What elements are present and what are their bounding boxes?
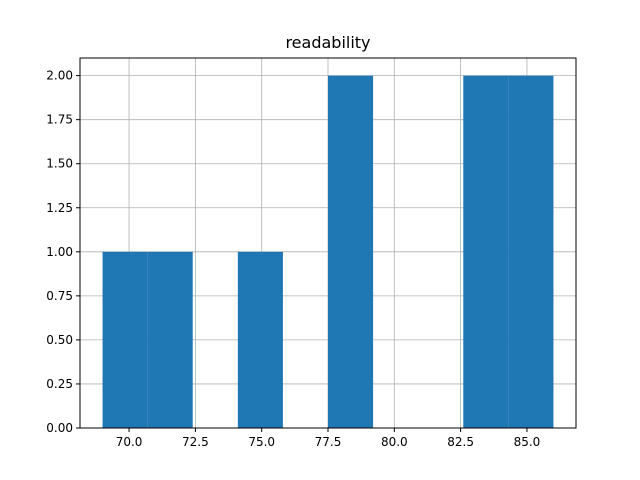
x-axis-ticks: 70.0 72.5 75.0 77.5 80.0 82.5 85.0 <box>116 428 541 449</box>
histogram-bars <box>102 75 554 428</box>
y-tick-label: 0.50 <box>46 333 73 347</box>
histogram-bar <box>328 75 374 428</box>
y-tick-label: 1.00 <box>46 245 73 259</box>
histogram-bar <box>237 251 283 428</box>
y-tick-label: 0.75 <box>46 289 73 303</box>
y-tick-label: 1.25 <box>46 201 73 215</box>
y-tick-label: 2.00 <box>46 69 73 83</box>
x-tick-label: 77.5 <box>315 435 342 449</box>
histogram-bar <box>102 251 148 428</box>
histogram-bar <box>147 251 193 428</box>
x-tick-label: 72.5 <box>182 435 209 449</box>
histogram-bar <box>463 75 509 428</box>
y-tick-label: 0.25 <box>46 377 73 391</box>
x-tick-label: 75.0 <box>248 435 275 449</box>
chart-title: readability <box>285 33 370 52</box>
x-tick-label: 80.0 <box>381 435 408 449</box>
y-tick-label: 0.00 <box>46 421 73 435</box>
y-tick-label: 1.50 <box>46 157 73 171</box>
x-tick-label: 82.5 <box>447 435 474 449</box>
y-tick-label: 1.75 <box>46 113 73 127</box>
x-tick-label: 70.0 <box>116 435 143 449</box>
y-axis-ticks: 0.00 0.25 0.50 0.75 1.00 1.25 1.50 1.75 2.00 <box>46 69 80 435</box>
x-tick-label: 85.0 <box>514 435 541 449</box>
histogram-bar <box>508 75 554 428</box>
